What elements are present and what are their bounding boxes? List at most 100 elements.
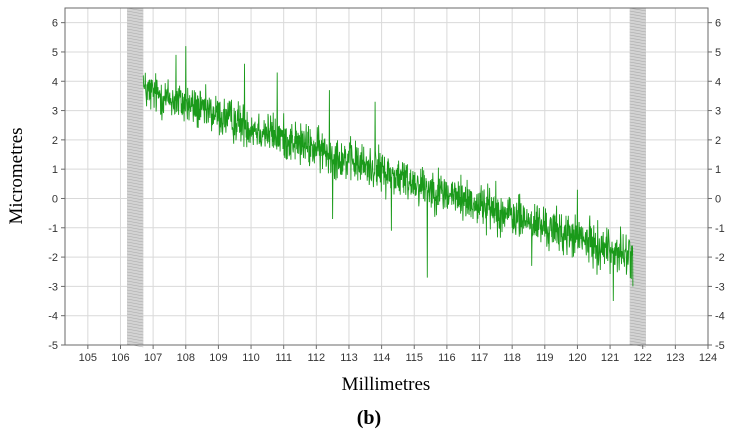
band-hatch — [629, 166, 647, 171]
band-hatch — [629, 19, 647, 24]
band-hatch — [629, 139, 647, 144]
band-hatch — [629, 82, 647, 87]
band-hatch — [629, 298, 647, 303]
profile-trace — [142, 46, 634, 302]
band-hatch — [629, 46, 647, 51]
band-hatch — [126, 193, 144, 198]
band-hatch — [126, 247, 144, 252]
band-hatch — [126, 112, 144, 117]
band-hatch — [126, 127, 144, 132]
band-hatch — [126, 319, 144, 324]
x-tick-label: 106 — [111, 352, 129, 364]
band-hatch — [126, 148, 144, 153]
band-hatch — [629, 88, 647, 93]
band-hatch — [126, 160, 144, 165]
band-hatch — [629, 238, 647, 243]
band-hatch — [126, 145, 144, 150]
band-hatch — [629, 181, 647, 186]
band-hatch — [126, 109, 144, 114]
excluded-bands — [126, 7, 647, 348]
band-hatch — [629, 205, 647, 210]
x-tick-label: 109 — [209, 352, 227, 364]
band-hatch — [126, 256, 144, 261]
y-tick-label-right: 5 — [715, 47, 721, 59]
band-hatch — [126, 277, 144, 282]
y-tick-label-right: 2 — [715, 135, 721, 147]
band-hatch — [629, 304, 647, 309]
band-hatch — [126, 124, 144, 129]
x-tick-label: 111 — [275, 352, 292, 364]
band-hatch — [126, 199, 144, 204]
band-hatch — [126, 151, 144, 156]
x-tick-label: 120 — [568, 352, 586, 364]
band-hatch — [629, 175, 647, 180]
y-tick-label-right: -5 — [715, 340, 725, 352]
band-hatch — [126, 334, 144, 339]
band-hatch — [126, 169, 144, 174]
band-hatch — [629, 211, 647, 216]
band-hatch — [629, 160, 647, 165]
band-hatch — [126, 136, 144, 141]
band-hatch — [629, 319, 647, 324]
y-tick-label-right: -2 — [715, 252, 725, 264]
band-hatch — [126, 79, 144, 84]
band-hatch — [126, 37, 144, 42]
band-hatch — [126, 85, 144, 90]
band-hatch — [629, 10, 647, 15]
band-hatch — [126, 250, 144, 255]
band-hatch — [629, 337, 647, 342]
band-hatch — [126, 235, 144, 240]
band-hatch — [629, 313, 647, 318]
band-hatch — [629, 328, 647, 333]
band-hatch — [126, 19, 144, 24]
band-hatch — [126, 139, 144, 144]
band-hatch — [126, 133, 144, 138]
band-hatch — [126, 232, 144, 237]
band-hatch — [629, 184, 647, 189]
band-hatch — [629, 58, 647, 63]
band-hatch — [629, 292, 647, 297]
band-hatch — [629, 79, 647, 84]
band-hatch — [126, 307, 144, 312]
band-hatch — [126, 82, 144, 87]
band-hatch — [126, 286, 144, 291]
band-hatch — [126, 238, 144, 243]
band-hatch — [629, 97, 647, 102]
y-tick-label-left: 3 — [52, 106, 58, 118]
band-hatch — [126, 226, 144, 231]
band-hatch — [126, 271, 144, 276]
band-hatch — [126, 106, 144, 111]
y-tick-label-left: 1 — [52, 164, 58, 176]
band-hatch — [629, 157, 647, 162]
band-hatch — [629, 64, 647, 69]
band-hatch — [629, 109, 647, 114]
x-tick-label: 118 — [503, 352, 521, 364]
band-hatch — [629, 94, 647, 99]
band-hatch — [629, 286, 647, 291]
band-hatch — [629, 283, 647, 288]
band-hatch — [629, 316, 647, 321]
band-hatch — [126, 196, 144, 201]
band-hatch — [629, 85, 647, 90]
band-hatch — [629, 76, 647, 81]
band-hatch — [629, 280, 647, 285]
band-hatch — [629, 172, 647, 177]
band-hatch — [629, 31, 647, 36]
band-hatch — [629, 73, 647, 78]
band-hatch — [629, 169, 647, 174]
x-tick-label: 113 — [340, 352, 358, 364]
band-hatch — [629, 202, 647, 207]
band-hatch — [126, 313, 144, 318]
x-tick-label: 116 — [438, 352, 456, 364]
band-hatch — [629, 13, 647, 18]
band-hatch — [126, 268, 144, 273]
band-hatch — [629, 25, 647, 30]
band-hatch — [629, 106, 647, 111]
band-hatch — [126, 181, 144, 186]
band-hatch — [126, 76, 144, 81]
band-hatch — [629, 124, 647, 129]
band-hatch — [126, 100, 144, 105]
band-hatch — [629, 163, 647, 168]
data-series — [142, 46, 634, 302]
y-tick-label-left: -5 — [48, 340, 58, 352]
